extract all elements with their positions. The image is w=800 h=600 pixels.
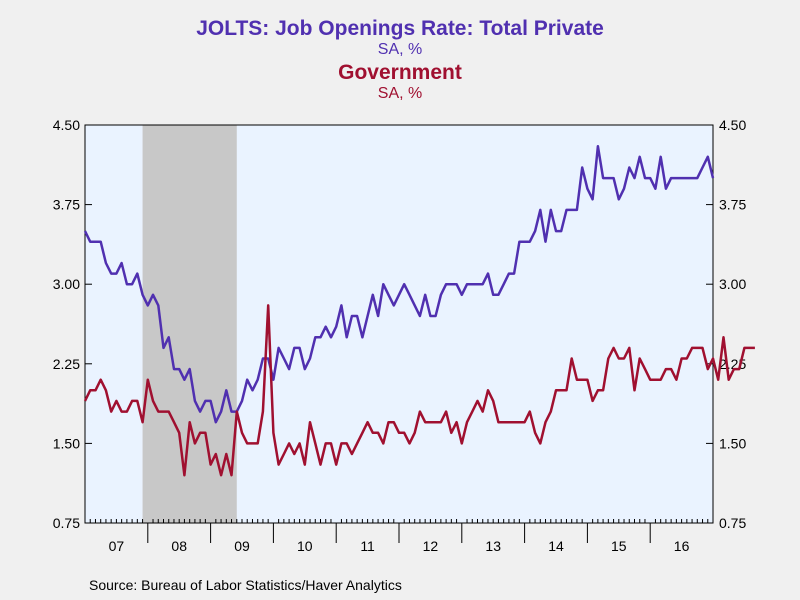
x-tick-label: 16 — [674, 538, 690, 554]
y-tick-label-right: 1.50 — [719, 435, 746, 451]
series-line-government — [83, 304, 755, 477]
y-tick-label-left: 3.00 — [53, 276, 80, 292]
recession-shade — [142, 125, 237, 523]
y-tick-label-right: 3.00 — [719, 276, 746, 292]
x-tick-label: 14 — [548, 538, 564, 554]
x-tick-label: 07 — [109, 538, 125, 554]
chart-title-secondary: Government — [338, 61, 462, 84]
x-tick-label: 10 — [297, 538, 313, 554]
x-tick-label: 12 — [423, 538, 439, 554]
series-line-total-private — [83, 144, 715, 424]
chart-subtitle-secondary: SA, % — [377, 85, 423, 102]
x-tick-label: 08 — [171, 538, 187, 554]
chart-title: JOLTS: Job Openings Rate: Total Private — [196, 17, 604, 40]
source-note: Source: Bureau of Labor Statistics/Haver… — [89, 577, 402, 593]
y-tick-label-right: 3.75 — [719, 197, 746, 213]
y-tick-label-left: 4.50 — [53, 117, 80, 133]
y-tick-label-right: 0.75 — [719, 515, 746, 531]
chart-subtitle: SA, % — [377, 41, 423, 58]
y-tick-label-left: 1.50 — [53, 435, 80, 451]
chart-title-block: JOLTS: Job Openings Rate: Total Private … — [0, 18, 800, 102]
y-tick-label-left: 3.75 — [53, 197, 80, 213]
y-tick-label-left: 2.25 — [53, 356, 80, 372]
x-tick-label: 13 — [485, 538, 501, 554]
x-tick-label: 11 — [360, 538, 375, 554]
y-tick-label-right: 4.50 — [719, 117, 746, 133]
y-tick-label-left: 0.75 — [53, 515, 80, 531]
x-tick-label: 15 — [611, 538, 627, 554]
x-tick-label: 09 — [234, 538, 250, 554]
